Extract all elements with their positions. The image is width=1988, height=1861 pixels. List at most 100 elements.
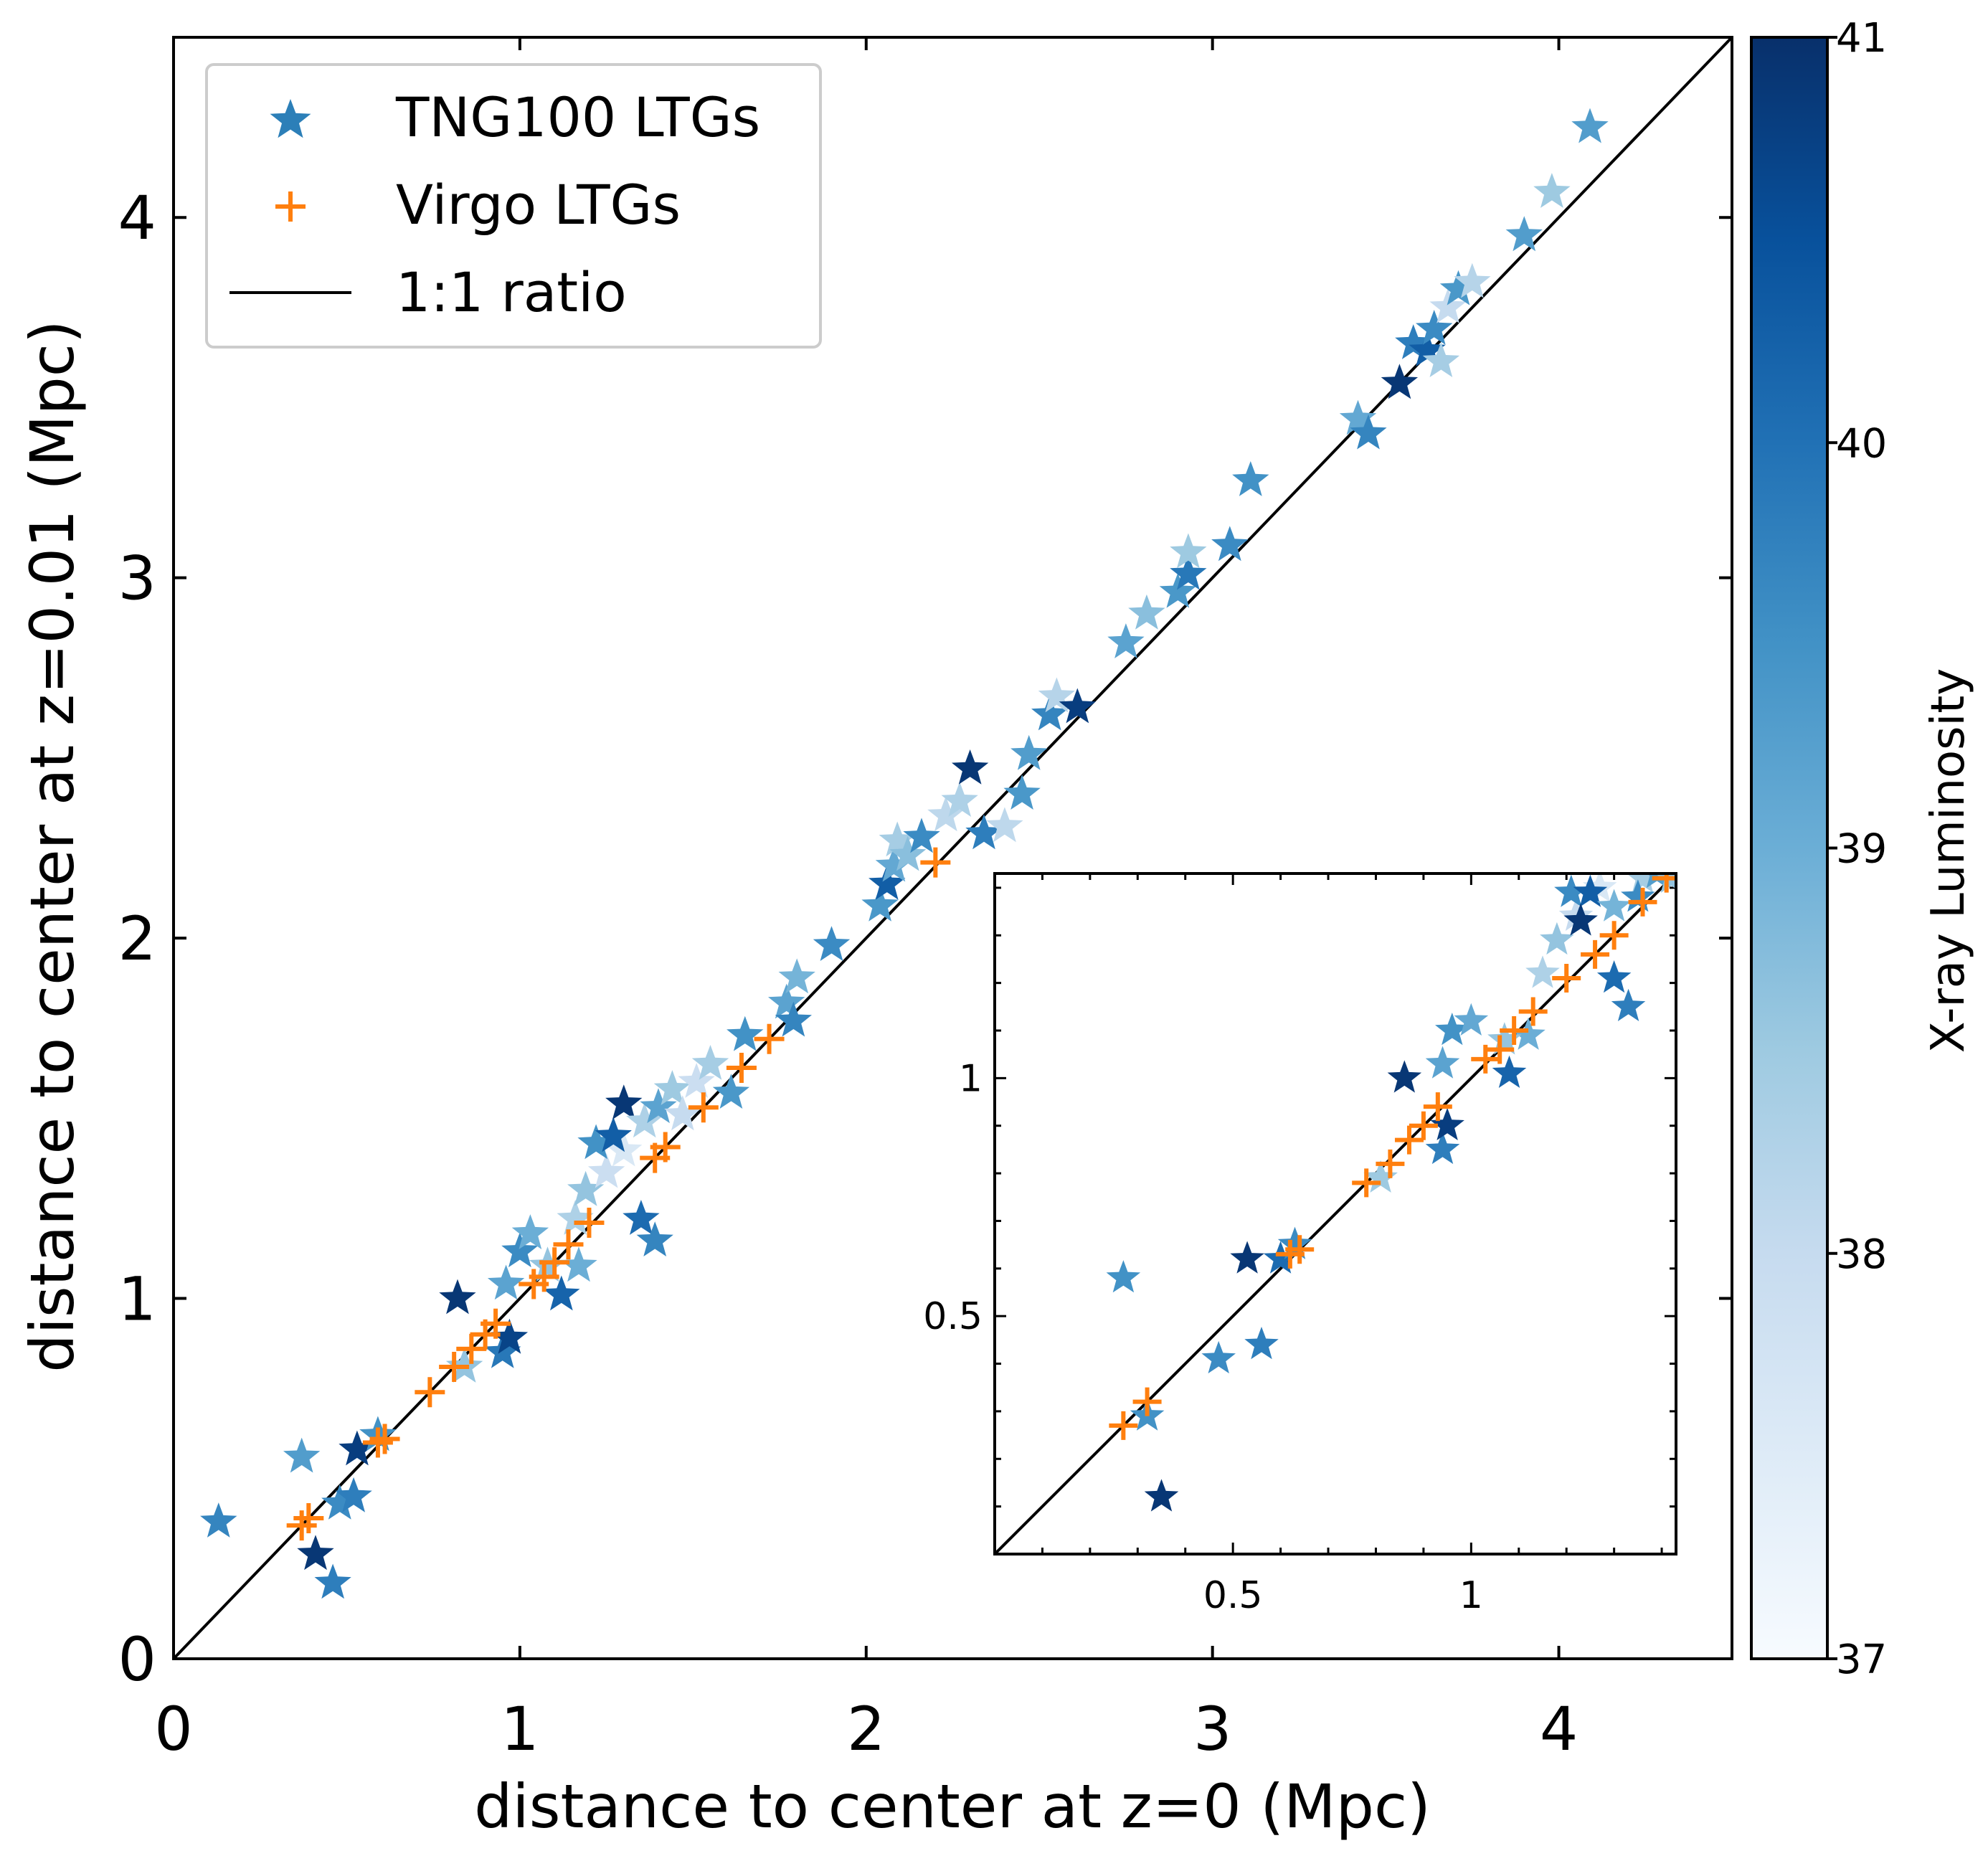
tng100-star-point (1159, 572, 1197, 608)
tng100-star-point (543, 1275, 580, 1311)
tng100-star-point (640, 1088, 677, 1124)
tng100-star-point (1010, 734, 1048, 770)
virgo-plus-point (539, 1247, 570, 1278)
inset-star-point (1554, 874, 1589, 907)
inset-star-point (1596, 960, 1632, 993)
legend-label-ratio: 1:1 ratio (396, 260, 627, 324)
tng100-star-point (1439, 270, 1477, 306)
inset-star-point (1263, 1241, 1298, 1274)
legend-label-virgo: Virgo LTGs (396, 173, 681, 237)
virgo-plus-point (456, 1333, 487, 1364)
inset-star-point (1492, 1055, 1527, 1088)
colorbar-label: X-ray Luminosity (1922, 668, 1975, 1053)
tng100-star-point (1038, 677, 1075, 713)
x-axis-label: distance to center at z=0 (Mpc) (474, 1771, 1431, 1842)
inset-y-tick-label: 1 (959, 1057, 983, 1100)
inset-star-point (1430, 1107, 1464, 1140)
inset-star-point (1230, 1241, 1264, 1274)
tng100-star-point (560, 1246, 597, 1282)
y-tick-label: 2 (118, 904, 156, 974)
virgo-plus-point (920, 847, 951, 878)
colorbar-tick-label: 39 (1836, 826, 1887, 873)
tng100-star-point (636, 1221, 673, 1256)
colorbar-tick-label: 40 (1836, 420, 1887, 467)
tng100-star-point (965, 814, 1003, 850)
tng100-star-point (1422, 342, 1460, 377)
colorbar-tick-label: 41 (1836, 15, 1887, 62)
tng100-star-point (653, 1070, 691, 1105)
tng100-star-point (726, 1015, 764, 1051)
inset-star-point (1363, 1160, 1398, 1193)
virgo-plus-point (481, 1308, 511, 1339)
tng100-star-point (903, 818, 940, 853)
inset-star-point (1277, 1226, 1312, 1259)
tng100-star-series (200, 108, 1609, 1599)
y-axis-label: distance to center at z=0.01 (Mpc) (17, 320, 87, 1372)
tng100-star-point (813, 926, 851, 961)
inset-plus-point (1485, 1035, 1515, 1064)
tng100-star-point (595, 1117, 632, 1152)
inset-star-point (1435, 1013, 1469, 1046)
tng100-star-point (626, 1102, 663, 1138)
tng100-star-point (941, 782, 978, 817)
tng100-star-point (587, 1152, 625, 1188)
tng100-star-point (577, 1124, 615, 1160)
tng100-star-point (768, 983, 805, 1019)
inset-star-point (1454, 1003, 1489, 1036)
tng100-star-point (321, 1484, 359, 1520)
inset-plus-point (1500, 1016, 1529, 1045)
legend-box (205, 63, 822, 349)
inset-plus-point (1409, 1111, 1438, 1140)
tng100-star-point (1232, 461, 1269, 496)
inset-plus-point (1599, 921, 1629, 950)
tng100-star-point (986, 807, 1023, 843)
tng100-star-point (1339, 399, 1377, 435)
tng100-star-point (557, 1200, 594, 1235)
inset-star-point (1487, 1022, 1522, 1055)
inset-plus-point (1376, 1149, 1405, 1178)
inset-plot-area: 0.5 1 0.5 1 (923, 872, 1677, 1617)
y-tick-label: 0 (118, 1624, 156, 1695)
tng100-star-point (1381, 364, 1419, 399)
y-tick-label: 1 (118, 1264, 156, 1335)
tng100-star-point (1059, 688, 1096, 724)
main-plot-area: 0 1 2 3 4 0 1 2 3 4 (118, 36, 1733, 1764)
tng100-star-point (501, 1232, 539, 1268)
tng100-star-point (511, 1214, 549, 1249)
tng100-star-point (875, 846, 913, 882)
y-tick-label: 4 (118, 183, 156, 253)
inset-plus-point (1109, 1411, 1138, 1440)
virgo-plus-point (650, 1132, 681, 1162)
legend-star-marker (270, 99, 311, 138)
main-axes-frame (172, 36, 1733, 1660)
tng100-star-point (339, 1430, 376, 1466)
tng100-star-point (868, 864, 906, 900)
inset-star-point (1201, 1340, 1236, 1374)
inset-star-point (1621, 879, 1655, 912)
inset-plus-point (1423, 1092, 1452, 1122)
one-to-one-line (174, 37, 1732, 1659)
inset-star-point (1540, 922, 1574, 955)
tng100-star-point (1395, 324, 1432, 359)
virgo-plus-point (553, 1229, 584, 1260)
tng100-star-point (1107, 623, 1145, 658)
inset-star-point (1563, 903, 1598, 936)
legend-plus-icon (275, 191, 306, 222)
virgo-plus-point (439, 1352, 470, 1383)
virgo-plus-point (362, 1427, 393, 1458)
colorbar-gradient (1750, 36, 1829, 1660)
inset-plus-point (1552, 964, 1581, 993)
inset-star-point (1596, 889, 1632, 922)
inset-y-tick-label: 0.5 (923, 1295, 983, 1338)
virgo-plus-point (286, 1510, 317, 1541)
inset-x-tick-label: 0.5 (1203, 1574, 1263, 1617)
virgo-plus-point (415, 1377, 445, 1408)
tng100-star-point (1416, 310, 1453, 345)
tng100-star-point (1429, 288, 1467, 323)
x-tick-label: 0 (154, 1694, 192, 1764)
tng100-star-point (775, 1001, 812, 1037)
tng100-star-point (283, 1437, 321, 1473)
tng100-star-point (678, 1063, 715, 1098)
tng100-star-point (861, 886, 899, 922)
